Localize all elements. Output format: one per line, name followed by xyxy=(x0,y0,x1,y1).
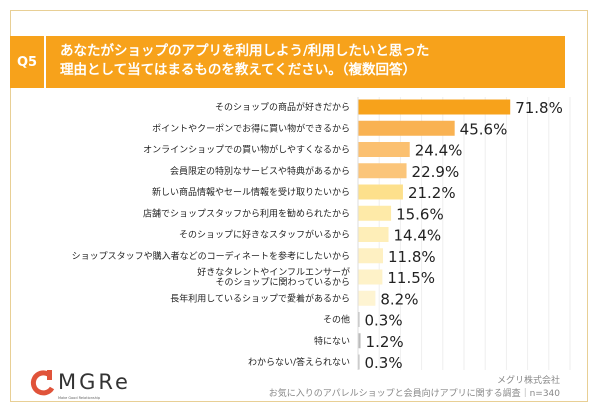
question-number: Q5 xyxy=(10,36,44,88)
value-label: 0.3% xyxy=(365,354,403,372)
category-label: そのショップに好きなスタッフがいるから xyxy=(179,229,350,241)
bar xyxy=(358,205,392,221)
bar xyxy=(358,99,511,115)
bar xyxy=(358,333,361,349)
bar xyxy=(358,227,389,242)
question-title: あなたがショップのアプリを利用しよう/利用したいと思った 理由として当てはまるも… xyxy=(46,36,565,88)
bar xyxy=(358,163,407,179)
source-survey: お気に入りのアパレルショップと会員向けアプリに関する調査｜n=340 xyxy=(268,389,560,399)
category-label: わからない/答えられない xyxy=(248,356,350,368)
value-label: 11.8% xyxy=(388,248,436,266)
bar xyxy=(358,142,410,157)
category-label: 長年利用しているショップで愛着があるから xyxy=(170,292,350,304)
category-label: 会員限定の特別なサービスや特典があるから xyxy=(170,165,350,177)
category-label: そのショップに関わっているから xyxy=(215,277,350,288)
source-company: メグリ株式会社 xyxy=(496,376,560,386)
bar xyxy=(358,312,360,327)
value-label: 22.9% xyxy=(412,163,460,181)
value-label: 21.2% xyxy=(408,184,456,202)
title-line-2: 理由として当てはまるものを教えてください。（複数回答） xyxy=(60,62,416,78)
category-label: 店舗でショップスタッフから利用を勧められたから xyxy=(143,207,350,219)
bar xyxy=(358,290,376,306)
category-label: ポイントやクーポンでお得に買い物ができるから xyxy=(152,122,350,134)
value-label: 45.6% xyxy=(460,120,508,138)
category-label: その他 xyxy=(323,314,350,326)
value-label: 8.2% xyxy=(380,290,418,308)
bar xyxy=(358,269,383,285)
value-label: 0.3% xyxy=(365,312,403,330)
bar xyxy=(358,248,384,264)
value-label: 14.4% xyxy=(394,227,442,245)
value-label: 11.5% xyxy=(387,269,435,287)
brand-tagline: Make Good Relationship xyxy=(58,396,101,400)
category-label: 新しい商品情報やセール情報を受け取りたいから xyxy=(152,186,350,198)
mgre-logo-icon xyxy=(30,370,55,396)
value-label: 24.4% xyxy=(415,142,463,160)
chart-frame xyxy=(10,10,588,402)
category-label: ショップスタッフや購入者などのコーディネートを参考にしたいから xyxy=(72,250,350,262)
value-label: 1.2% xyxy=(366,333,404,351)
category-label: そのショップの商品が好きだから xyxy=(215,101,350,113)
bar xyxy=(358,120,455,136)
title-line-1: あなたがショップのアプリを利用しよう/利用したいと思った xyxy=(60,43,430,59)
brand-logo-text: MGRe xyxy=(58,370,131,394)
category-label: 好きなタレントやインフルエンサーが xyxy=(197,266,350,278)
category-label: 特にない xyxy=(314,335,350,347)
value-label: 71.8% xyxy=(515,99,563,117)
bar xyxy=(358,184,403,200)
bar xyxy=(358,354,360,370)
category-label: オンラインショップでの買い物がしやすくなるから xyxy=(143,144,350,156)
value-label: 15.6% xyxy=(396,205,444,223)
